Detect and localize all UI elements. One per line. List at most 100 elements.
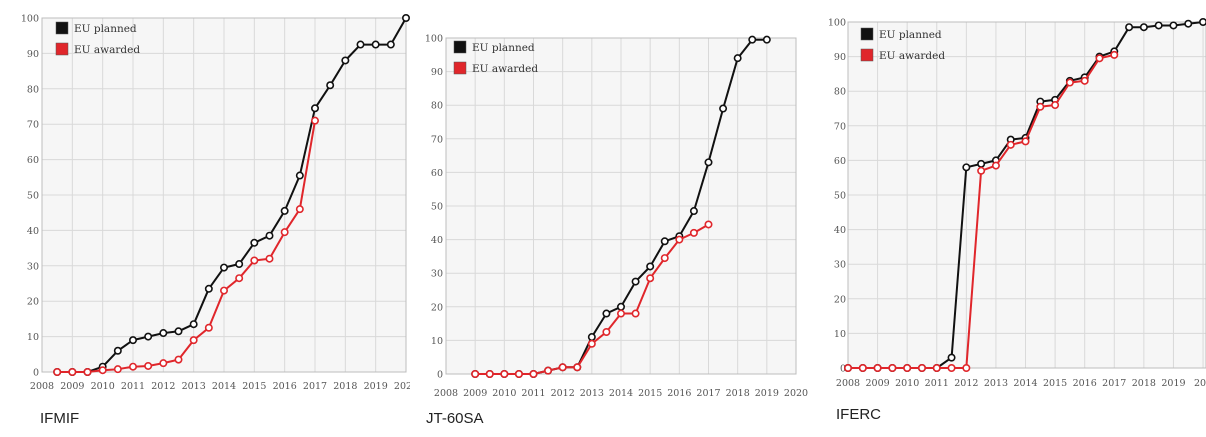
y-tick-label: 70 [431, 134, 443, 145]
x-tick-label: 2016 [1073, 378, 1097, 389]
x-tick-label: 2015 [638, 388, 662, 399]
legend-label: EU planned [74, 23, 137, 35]
data-point [1110, 50, 1119, 59]
data-point [68, 367, 77, 376]
data-point [646, 274, 655, 283]
legend-swatch [860, 27, 874, 41]
y-tick-label: 60 [834, 156, 846, 167]
data-point [265, 254, 274, 263]
data-point [962, 163, 971, 172]
plot-frame [847, 21, 1206, 369]
y-tick-label: 50 [834, 191, 846, 202]
data-point [189, 336, 198, 345]
y-tick-label: 40 [834, 225, 846, 236]
x-tick-label: 2013 [580, 388, 604, 399]
data-point [762, 35, 771, 44]
chart-2: 0 10 20 30 40 50 60 70 80 90 100 2008 2009 2010 2011 20… [425, 34, 808, 400]
data-point [558, 363, 567, 372]
x-tick-label: 2009 [60, 381, 84, 392]
x-tick-label: 2012 [551, 388, 575, 399]
data-point [748, 35, 757, 44]
data-point [704, 220, 713, 229]
x-tick-label: 2010 [91, 381, 115, 392]
data-point [356, 40, 365, 49]
y-tick-label: 20 [431, 302, 443, 313]
x-tick-label: 2008 [30, 381, 54, 392]
data-point [689, 228, 698, 237]
data-point [326, 81, 335, 90]
chart-caption: JT-60SA [426, 410, 484, 427]
y-tick-label: 50 [27, 191, 39, 202]
legend-label: EU planned [879, 29, 942, 41]
data-point [858, 363, 867, 372]
x-tick-label: 2008 [434, 388, 458, 399]
data-point [719, 104, 728, 113]
data-point [1095, 54, 1104, 63]
chart-caption: IFMIF [40, 410, 80, 427]
x-tick-label: 2018 [1132, 378, 1156, 389]
data-point [631, 277, 640, 286]
data-point [1036, 102, 1045, 111]
y-tick-label: 70 [834, 121, 846, 132]
plot-frame [445, 37, 797, 375]
x-tick-label: 2019 [1161, 378, 1185, 389]
y-tick-label: 90 [27, 49, 39, 60]
data-point [587, 333, 596, 342]
x-tick-label: 2012 [151, 381, 175, 392]
data-point [932, 363, 941, 372]
data-point [401, 14, 410, 23]
data-point [1080, 76, 1089, 85]
y-tick-label: 100 [425, 34, 443, 45]
data-point [235, 274, 244, 283]
chart-panel-3: 0 10 20 30 40 50 60 70 80 90 100 2008 2009 2010 2011 20… [812, 0, 1206, 437]
series-eu-awarded [843, 50, 1119, 372]
data-point [733, 54, 742, 63]
data-point [295, 205, 304, 214]
legend-swatch [453, 61, 467, 75]
data-point [159, 329, 168, 338]
y-tick-label: 80 [834, 87, 846, 98]
y-tick-label: 60 [431, 168, 443, 179]
data-point [573, 363, 582, 372]
data-point [843, 363, 852, 372]
x-tick-label: 2009 [865, 378, 889, 389]
data-point [529, 369, 538, 378]
data-point [471, 369, 480, 378]
data-point [1154, 21, 1163, 30]
data-point [280, 206, 289, 215]
x-tick-label: 2014 [212, 381, 236, 392]
legend-swatch [55, 42, 69, 56]
chart-caption: IFERC [836, 406, 881, 423]
x-tick-label: 2009 [463, 388, 487, 399]
y-tick-label: 10 [431, 336, 443, 347]
y-tick-label: 30 [27, 261, 39, 272]
y-tick-label: 70 [27, 120, 39, 131]
y-tick-label: 30 [834, 260, 846, 271]
data-point [646, 262, 655, 271]
y-tick-label: 30 [431, 269, 443, 280]
data-point [544, 366, 553, 375]
data-point [704, 158, 713, 167]
data-point [514, 369, 523, 378]
y-tick-label: 80 [27, 84, 39, 95]
data-point [53, 367, 62, 376]
x-tick-label: 2008 [836, 378, 860, 389]
x-tick-label: 2014 [609, 388, 633, 399]
x-tick-label: 2018 [333, 381, 357, 392]
y-tick-label: 60 [27, 155, 39, 166]
x-tick-label: 2014 [1013, 378, 1037, 389]
legend-swatch [55, 21, 69, 35]
y-tick-label: 40 [27, 226, 39, 237]
data-point [660, 237, 669, 246]
data-point [485, 369, 494, 378]
legend-swatch [860, 48, 874, 62]
data-point [903, 363, 912, 372]
data-point [602, 309, 611, 318]
y-tick-label: 0 [33, 368, 39, 379]
data-point [947, 363, 956, 372]
y-tick-label: 20 [834, 294, 846, 305]
y-tick-label: 100 [21, 14, 39, 25]
data-point [98, 366, 107, 375]
data-point [310, 116, 319, 125]
y-tick-label: 10 [27, 332, 39, 343]
